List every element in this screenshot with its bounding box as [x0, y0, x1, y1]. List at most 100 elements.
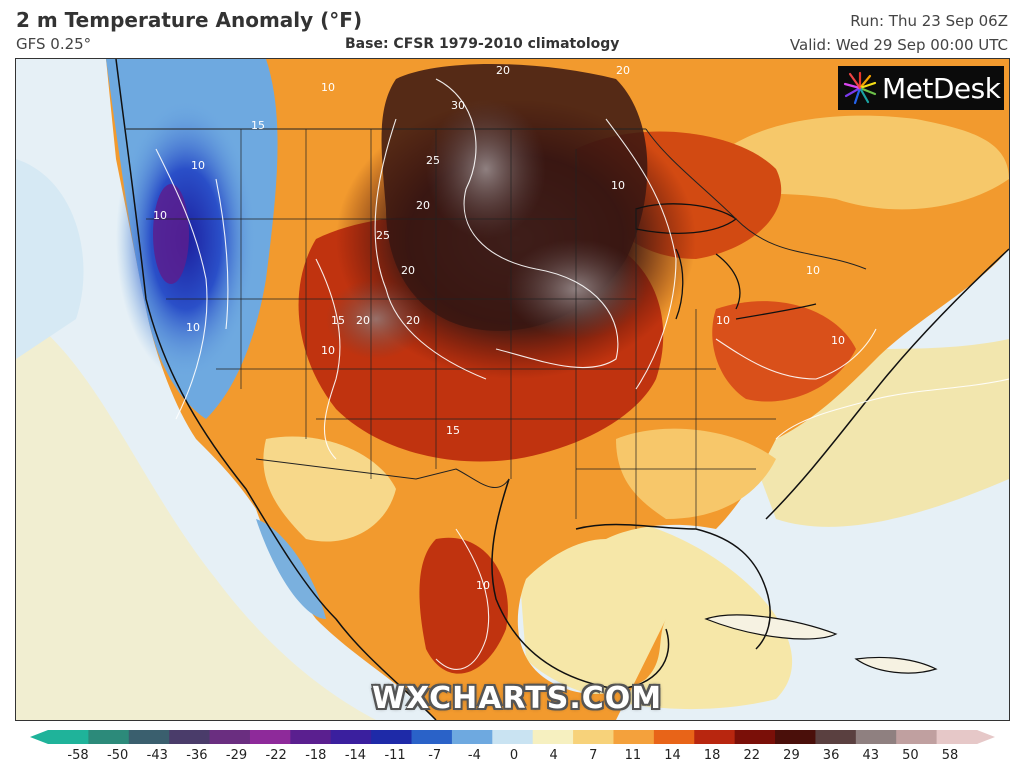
color-legend-bar [30, 730, 995, 744]
southeast-coastline [575, 523, 771, 650]
legend-swatch [48, 730, 89, 744]
pacific-cool-band [16, 159, 84, 359]
metdesk-logo: MetDesk [838, 66, 1004, 110]
contour-label: 10 [321, 81, 335, 94]
hispaniola-outline [854, 656, 938, 674]
legend-swatch [411, 730, 453, 744]
legend-tick-label: -4 [467, 748, 481, 763]
cuba-outline [704, 614, 838, 640]
legend-tick-label: 43 [862, 748, 879, 763]
legend-swatch [653, 730, 695, 744]
legend-swatch [896, 730, 938, 744]
base-label: Base: CFSR 1979-2010 climatology [345, 36, 620, 52]
state-borders [146, 129, 776, 529]
legend-swatch [330, 730, 372, 744]
legend-tick-label: 0 [509, 748, 519, 763]
legend-ticks: -58 -50 -43 -36 -29 -22 -18 -14 -11 -7 -4 0 4 7 11 14 18… [0, 748, 1024, 772]
lake-erie [735, 303, 817, 320]
gulf-warm-area [516, 514, 793, 710]
gulf-coastline [491, 478, 670, 690]
atlantic-coastline [765, 248, 1009, 520]
legend-swatch [734, 730, 776, 744]
legend-tick-label: 11 [624, 748, 642, 763]
legend-swatch [128, 730, 170, 744]
northwest-cold-center [153, 184, 189, 284]
legend-tick-label: -22 [265, 748, 287, 763]
legend-tick-label: 29 [783, 748, 800, 763]
contour-label: 10 [611, 179, 625, 192]
legend-swatch [573, 730, 614, 744]
contour-label: 20 [401, 264, 415, 277]
contour-label: 20 [416, 199, 430, 212]
baja-cool-patch [256, 519, 326, 619]
legend-tick-label: -29 [225, 748, 248, 763]
map-title: 2 m Temperature Anomaly (°F) [16, 8, 363, 32]
contour-label: 10 [186, 321, 200, 334]
legend-swatch [613, 730, 655, 744]
legend-tick-label: 22 [743, 748, 761, 763]
contour-label: 25 [426, 154, 440, 167]
legend-swatch [169, 730, 211, 744]
contour-label: 15 [331, 314, 345, 327]
legend-swatch [492, 730, 534, 744]
contour-label: 10 [476, 579, 490, 592]
legend-tick-label: -14 [344, 748, 367, 763]
legend-tick-label: 4 [549, 748, 558, 763]
valid-time: Valid: Wed 29 Sep 00:00 UTC [789, 36, 1008, 54]
legend-swatch [694, 730, 736, 744]
legend-tick-label: 58 [941, 748, 959, 763]
legend-tick-label: -11 [384, 748, 406, 763]
us-canada-border-east [645, 128, 867, 270]
contour-label: 20 [616, 64, 630, 77]
temperature-anomaly-map: 10 15 10 10 20 25 30 25 20 15 10 20 20 10 20 10 10 10 10 15… [15, 58, 1010, 721]
contour-label: 25 [376, 229, 390, 242]
contour-label: 20 [406, 314, 420, 327]
legend-swatch [209, 730, 251, 744]
contour-label: 10 [321, 344, 335, 357]
anomaly-contours [155, 78, 1009, 670]
contour-label: 20 [496, 64, 510, 77]
legend-tick-label: 36 [822, 748, 840, 763]
southwest-yellow [263, 436, 396, 542]
legend-swatch [775, 730, 816, 744]
legend-swatch [371, 730, 413, 744]
contour-label: 10 [831, 334, 845, 347]
legend-swatch [815, 730, 857, 744]
contour-label: 10 [716, 314, 730, 327]
legend-swatch [451, 730, 493, 744]
legend-tick-label: -50 [107, 748, 129, 763]
legend-tick-label: -58 [67, 748, 89, 763]
run-time: Run: Thu 23 Sep 06Z [850, 12, 1008, 30]
logo-text: MetDesk [882, 71, 1001, 105]
legend-tick-label: 7 [589, 748, 598, 763]
legend-swatch [88, 730, 130, 744]
legend-tick-label: -43 [146, 748, 168, 763]
lake-huron [715, 253, 741, 310]
legend-tick-label: -36 [186, 748, 208, 763]
legend-swatch [936, 730, 978, 744]
model-label: GFS 0.25° [16, 35, 92, 53]
pacific-coastline [115, 59, 437, 720]
legend-tick-label: -18 [305, 748, 327, 763]
legend-swatch [855, 730, 897, 744]
contour-label: 10 [153, 209, 167, 222]
contour-label: 15 [251, 119, 265, 132]
legend-arrow-right [977, 730, 995, 744]
gray-core-north [426, 99, 546, 239]
metdesk-burst-icon [843, 71, 877, 105]
legend-swatch [532, 730, 574, 744]
us-mexico-border [255, 458, 510, 489]
legend-swatch [290, 730, 332, 744]
lake-michigan [675, 248, 684, 320]
legend-tick-label: 50 [902, 748, 919, 763]
legend-tick-label: -7 [428, 748, 442, 763]
legend-tick-label: 14 [664, 748, 681, 763]
contour-label: 10 [806, 264, 820, 277]
contour-label: 30 [451, 99, 465, 112]
legend-tick-label: 18 [703, 748, 721, 763]
contour-label: 10 [191, 159, 205, 172]
pacific-warm-band [16, 309, 376, 720]
legend-arrow-left [30, 730, 48, 744]
watermark: WXCHARTS.COM [372, 681, 663, 716]
map-canvas [16, 59, 1009, 720]
